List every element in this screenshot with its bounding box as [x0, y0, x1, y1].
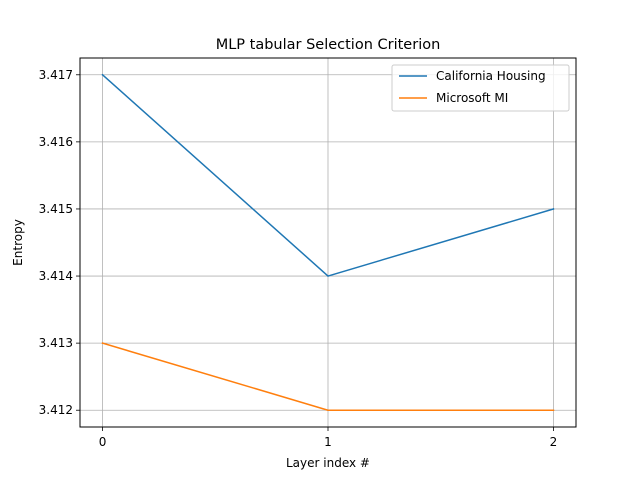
y-tick-label: 3.414: [39, 269, 73, 283]
y-tick-label: 3.413: [39, 336, 73, 350]
data-point-california-housing: [101, 74, 104, 76]
data-point-microsoft-mi: [552, 409, 555, 411]
legend: California Housing Microsoft MI: [391, 64, 570, 112]
x-tick-label: 1: [324, 435, 332, 449]
y-tick-label: 3.416: [39, 135, 73, 149]
series-lines: [101, 73, 555, 411]
y-tick-label: 3.412: [39, 403, 73, 417]
data-point-california-housing: [327, 275, 329, 277]
legend-label-california-housing: California Housing: [436, 69, 546, 83]
x-tick-label: 2: [550, 435, 558, 449]
data-point-california-housing: [552, 208, 555, 210]
legend-label-microsoft-mi: Microsoft MI: [436, 91, 508, 105]
y-tick-label: 3.415: [39, 202, 73, 216]
axis-ticks: 0 1 2 3.412 3.413 3.414 3.415 3.416 3.417: [39, 68, 558, 449]
chart-title: MLP tabular Selection Criterion: [216, 37, 441, 53]
legend-box: [391, 64, 570, 112]
x-tick-label: 0: [99, 435, 107, 449]
data-point-microsoft-mi: [101, 342, 104, 344]
y-tick-label: 3.417: [39, 68, 73, 82]
y-axis-label: Entropy: [11, 219, 25, 266]
data-point-microsoft-mi: [327, 409, 329, 411]
x-axis-label: Layer index #: [286, 456, 370, 470]
